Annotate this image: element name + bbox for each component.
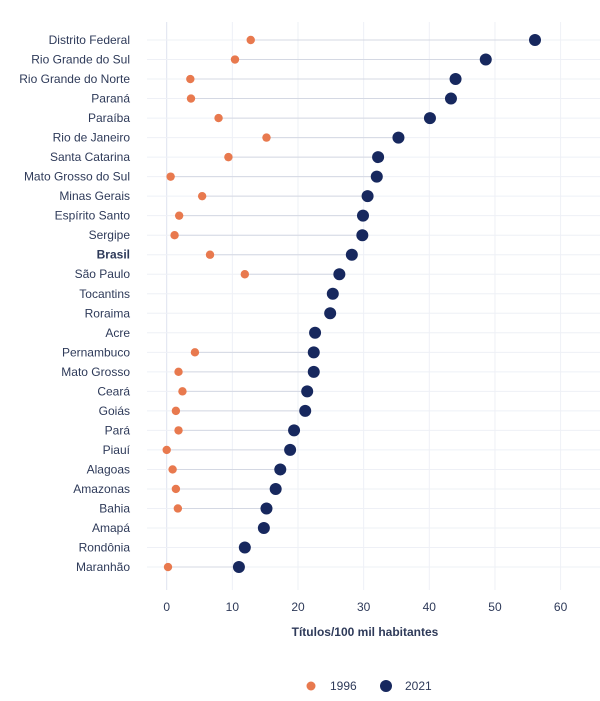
point-1996 bbox=[197, 191, 207, 201]
point-2021 bbox=[444, 92, 457, 105]
point-2021 bbox=[370, 170, 383, 183]
category-label: Alagoas bbox=[87, 462, 130, 476]
x-tick-label: 30 bbox=[357, 600, 371, 614]
point-1996 bbox=[262, 133, 271, 142]
point-1996 bbox=[214, 113, 223, 123]
category-label: Pernambuco bbox=[62, 345, 130, 359]
point-2021 bbox=[345, 248, 358, 261]
point-2021 bbox=[232, 561, 245, 574]
point-2021 bbox=[269, 482, 282, 495]
category-label: Pará bbox=[105, 423, 131, 437]
category-label: Rio Grande do Norte bbox=[19, 72, 130, 86]
point-2021 bbox=[423, 112, 436, 125]
legend-marker-1996 bbox=[306, 681, 316, 691]
point-1996 bbox=[174, 426, 183, 435]
x-tick-label: 10 bbox=[226, 600, 240, 614]
category-label: Mato Grosso bbox=[61, 365, 130, 379]
point-2021 bbox=[260, 502, 273, 515]
point-1996 bbox=[230, 55, 240, 64]
category-label: Rio Grande do Sul bbox=[31, 53, 130, 67]
point-1996 bbox=[163, 562, 173, 572]
point-2021 bbox=[299, 404, 312, 417]
x-tick-label: 50 bbox=[488, 600, 502, 614]
point-2021 bbox=[324, 307, 337, 320]
x-tick-labels: 0 10 20 30 40 50 60 bbox=[163, 600, 567, 614]
point-2021 bbox=[333, 268, 346, 281]
legend-label-1996: 1996 bbox=[330, 679, 357, 693]
category-label: Paraná bbox=[91, 92, 130, 106]
x-tick-label: 0 bbox=[163, 600, 170, 614]
point-1996 bbox=[246, 35, 255, 45]
category-label: Acre bbox=[105, 326, 130, 340]
category-label: Brasil bbox=[97, 248, 130, 262]
category-label: Sergipe bbox=[89, 228, 131, 242]
category-label: Amazonas bbox=[73, 482, 130, 496]
point-2021 bbox=[301, 385, 314, 398]
connector-lines bbox=[166, 39, 536, 568]
x-tick-label: 40 bbox=[423, 600, 437, 614]
point-2021 bbox=[288, 424, 301, 437]
point-1996 bbox=[240, 270, 250, 279]
point-2021 bbox=[307, 365, 320, 378]
category-label: Goiás bbox=[99, 404, 130, 418]
point-2021 bbox=[372, 151, 385, 164]
category-labels: Distrito Federal Rio Grande do Sul Rio Gra… bbox=[19, 33, 130, 574]
legend-marker-2021 bbox=[380, 680, 392, 692]
data-points bbox=[162, 34, 542, 574]
point-2021 bbox=[326, 287, 339, 300]
point-1996 bbox=[174, 211, 184, 220]
category-label: Tocantins bbox=[79, 287, 130, 301]
point-2021 bbox=[307, 346, 320, 359]
category-label: Mato Grosso do Sul bbox=[24, 170, 130, 184]
category-label: Espírito Santo bbox=[55, 209, 131, 223]
category-label: São Paulo bbox=[75, 267, 131, 281]
category-label: Rondônia bbox=[79, 541, 131, 555]
point-1996 bbox=[162, 445, 171, 455]
point-1996 bbox=[174, 367, 183, 377]
category-label: Piauí bbox=[103, 443, 131, 457]
point-2021 bbox=[356, 229, 369, 242]
x-tick-label: 20 bbox=[291, 600, 305, 614]
legend: 1996 2021 bbox=[306, 679, 432, 693]
point-2021 bbox=[449, 73, 462, 86]
point-1996 bbox=[190, 348, 200, 357]
x-tick-label: 60 bbox=[554, 600, 568, 614]
point-1996 bbox=[178, 387, 187, 396]
point-2021 bbox=[274, 463, 287, 476]
point-2021 bbox=[284, 443, 297, 456]
point-1996 bbox=[168, 465, 177, 474]
category-label: Roraima bbox=[85, 306, 131, 320]
category-label: Rio de Janeiro bbox=[53, 131, 131, 145]
point-2021 bbox=[309, 326, 322, 339]
point-1996 bbox=[171, 484, 181, 494]
x-axis-title: Títulos/100 mil habitantes bbox=[292, 625, 439, 639]
category-label: Amapá bbox=[92, 521, 130, 535]
legend-label-2021: 2021 bbox=[405, 679, 432, 693]
point-1996 bbox=[171, 406, 181, 416]
gridlines bbox=[147, 22, 600, 590]
point-2021 bbox=[392, 131, 405, 144]
point-2021 bbox=[529, 34, 542, 46]
category-label: Bahia bbox=[99, 501, 130, 515]
category-label: Paraíba bbox=[88, 111, 130, 125]
category-label: Minas Gerais bbox=[59, 189, 130, 203]
category-label: Distrito Federal bbox=[49, 33, 130, 47]
point-1996 bbox=[170, 231, 179, 240]
point-2021 bbox=[257, 522, 270, 534]
category-label: Ceará bbox=[97, 384, 130, 398]
point-2021 bbox=[361, 190, 374, 203]
point-1996 bbox=[186, 74, 195, 84]
category-label: Santa Catarina bbox=[50, 150, 130, 164]
point-1996 bbox=[224, 152, 233, 162]
point-2021 bbox=[238, 541, 251, 554]
category-label: Maranhão bbox=[76, 560, 130, 574]
point-2021 bbox=[479, 53, 492, 66]
point-1996 bbox=[173, 504, 183, 513]
point-1996 bbox=[205, 250, 215, 259]
point-2021 bbox=[356, 209, 369, 222]
point-1996 bbox=[186, 94, 196, 103]
point-1996 bbox=[166, 172, 175, 181]
